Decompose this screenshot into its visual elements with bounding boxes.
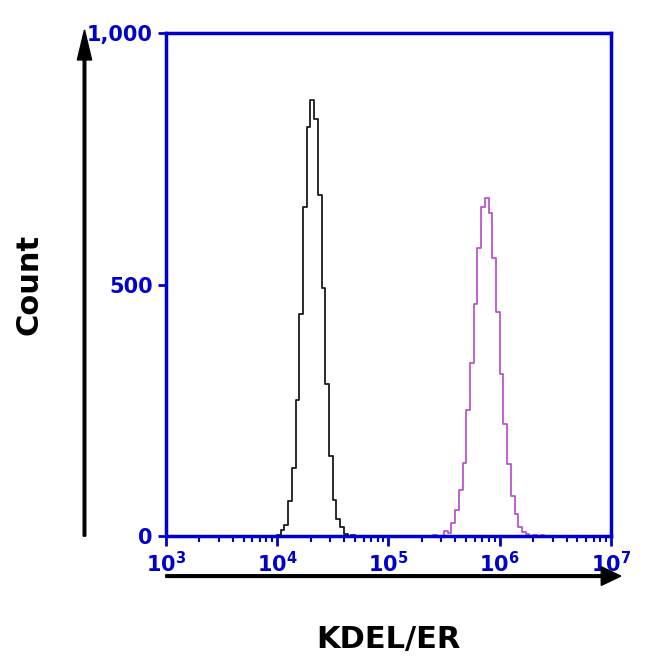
Text: Count: Count — [15, 234, 44, 335]
Text: KDEL/ER: KDEL/ER — [316, 625, 461, 654]
